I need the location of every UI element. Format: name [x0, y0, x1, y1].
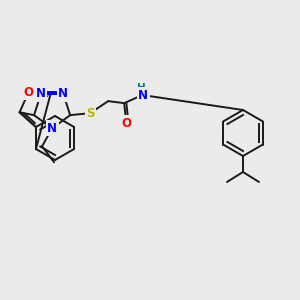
- Text: O: O: [23, 86, 34, 99]
- Text: N: N: [36, 87, 46, 101]
- Text: N: N: [47, 122, 57, 135]
- Text: S: S: [86, 107, 94, 120]
- Text: N: N: [58, 87, 68, 101]
- Text: H: H: [137, 83, 146, 93]
- Text: O: O: [121, 117, 131, 130]
- Text: N: N: [138, 89, 148, 102]
